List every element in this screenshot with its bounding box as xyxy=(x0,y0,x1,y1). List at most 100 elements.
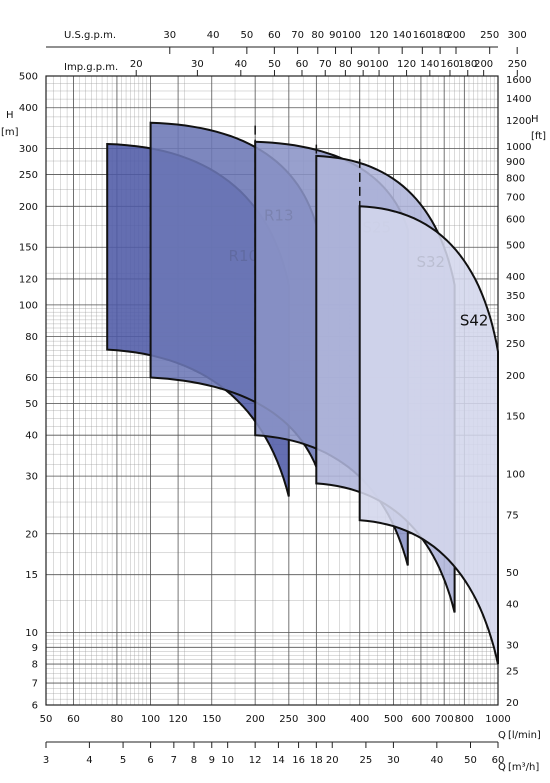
bottom-secondary-tick-label: 14 xyxy=(272,755,285,766)
right-tick-label: 500 xyxy=(506,240,525,251)
bottom-secondary-tick-label: 4 xyxy=(86,755,92,766)
bottom-primary-tick-label: 700 xyxy=(435,714,454,725)
bottom-secondary-tick-label: 40 xyxy=(430,755,443,766)
bottom-primary-tick-label: 1000 xyxy=(485,714,510,725)
bottom-secondary-tick-label: 9 xyxy=(209,755,215,766)
left-tick-label: 40 xyxy=(25,431,38,442)
top-primary-tick-label: 120 xyxy=(369,30,388,41)
bottom-secondary-tick-label: 6 xyxy=(147,755,153,766)
bottom-secondary-tick-label: 3 xyxy=(43,755,49,766)
left-tick-label: 200 xyxy=(19,202,38,213)
right-tick-label: 25 xyxy=(506,667,519,678)
left-tick-label: 15 xyxy=(25,570,38,581)
right-tick-label: 700 xyxy=(506,193,525,204)
left-tick-label: 20 xyxy=(25,529,38,540)
left-tick-label: 500 xyxy=(19,72,38,83)
bottom-primary-tick-label: 100 xyxy=(141,714,160,725)
bottom-secondary-tick-label: 16 xyxy=(292,755,305,766)
top-secondary-tick-label: 70 xyxy=(319,59,332,70)
right-tick-label: 350 xyxy=(506,291,525,302)
bottom-primary-tick-label: 120 xyxy=(169,714,188,725)
right-tick-label: 50 xyxy=(506,568,519,579)
top-primary-tick-label: 180 xyxy=(431,30,450,41)
right-tick-label: 250 xyxy=(506,339,525,350)
left-tick-label: 100 xyxy=(19,300,38,311)
bottom-primary-tick-label: 500 xyxy=(384,714,403,725)
right-tick-label: 300 xyxy=(506,313,525,324)
top-secondary-tick-label: 50 xyxy=(268,59,281,70)
series-areas: R10R13S25S32S42 xyxy=(106,121,499,665)
top-primary-tick-label: 90 xyxy=(329,30,342,41)
series-label-S42: S42 xyxy=(460,312,489,330)
top-primary-axis-label: U.S.g.p.m. xyxy=(64,30,116,41)
top-primary-tick-label: 60 xyxy=(268,30,281,41)
left-tick-label: 80 xyxy=(25,332,38,343)
bottom-secondary-tick-label: 25 xyxy=(360,755,373,766)
top-primary-tick-label: 200 xyxy=(446,30,465,41)
top-primary-tick-label: 80 xyxy=(311,30,324,41)
bottom-secondary-tick-label: 8 xyxy=(191,755,197,766)
bottom-secondary-tick-label: 5 xyxy=(120,755,126,766)
top-secondary-tick-label: 80 xyxy=(339,59,352,70)
left-axis-unit: [m] xyxy=(1,127,19,138)
bottom-primary-tick-label: 400 xyxy=(350,714,369,725)
right-tick-label: 1400 xyxy=(506,94,531,105)
top-secondary-tick-label: 100 xyxy=(370,59,389,70)
bottom-primary-tick-label: 50 xyxy=(40,714,53,725)
bottom-secondary-tick-label: 50 xyxy=(464,755,477,766)
right-tick-label: 30 xyxy=(506,641,519,652)
left-tick-label: 8 xyxy=(32,660,38,671)
top-primary-tick-label: 50 xyxy=(240,30,253,41)
top-secondary-tick-label: 200 xyxy=(474,59,493,70)
top-primary-tick-label: 250 xyxy=(480,30,499,41)
top-primary-tick-label: 140 xyxy=(393,30,412,41)
bottom-primary-tick-label: 600 xyxy=(411,714,430,725)
top-primary-tick-label: 160 xyxy=(413,30,432,41)
bottom-secondary-axis-unit: [m³/h] xyxy=(508,762,539,773)
top-secondary-tick-label: 20 xyxy=(130,59,143,70)
bottom-primary-tick-label: 800 xyxy=(455,714,474,725)
bottom-primary-tick-label: 200 xyxy=(246,714,265,725)
top-secondary-tick-label: 160 xyxy=(440,59,459,70)
right-tick-label: 20 xyxy=(506,698,519,709)
bottom-primary-tick-label: 250 xyxy=(279,714,298,725)
left-axis-label: H xyxy=(6,110,14,121)
left-tick-label: 6 xyxy=(32,701,38,712)
top-secondary-tick-label: 30 xyxy=(191,59,204,70)
right-axis-label: H xyxy=(531,114,539,125)
right-tick-label: 400 xyxy=(506,272,525,283)
top-secondary-tick-label: 90 xyxy=(357,59,370,70)
top-secondary-tick-label: 140 xyxy=(420,59,439,70)
top-secondary-axis-label: Imp.g.p.m. xyxy=(64,62,118,73)
bottom-primary-tick-label: 150 xyxy=(202,714,221,725)
left-tick-label: 30 xyxy=(25,472,38,483)
bottom-primary-tick-label: 60 xyxy=(67,714,80,725)
top-secondary-tick-label: 180 xyxy=(458,59,477,70)
top-primary-tick-label: 100 xyxy=(342,30,361,41)
left-tick-label: 120 xyxy=(19,274,38,285)
top-secondary-tick-label: 250 xyxy=(508,59,527,70)
top-secondary-tick-label: 40 xyxy=(234,59,247,70)
top-primary-tick-label: 300 xyxy=(508,30,527,41)
left-tick-label: 60 xyxy=(25,373,38,384)
right-tick-label: 1200 xyxy=(506,116,531,127)
bottom-secondary-tick-label: 20 xyxy=(326,755,339,766)
left-tick-label: 7 xyxy=(32,679,38,690)
bottom-secondary-axis-label: Q xyxy=(498,762,506,773)
top-primary-tick-label: 30 xyxy=(163,30,176,41)
bottom-secondary-tick-label: 12 xyxy=(249,755,262,766)
right-tick-label: 200 xyxy=(506,371,525,382)
right-tick-label: 900 xyxy=(506,157,525,168)
bottom-secondary-tick-label: 30 xyxy=(387,755,400,766)
right-tick-label: 150 xyxy=(506,412,525,423)
left-tick-label: 150 xyxy=(19,243,38,254)
bottom-primary-tick-label: 80 xyxy=(111,714,124,725)
bottom-secondary-tick-label: 60 xyxy=(492,755,505,766)
bottom-secondary-tick-label: 18 xyxy=(310,755,323,766)
left-tick-label: 400 xyxy=(19,103,38,114)
right-tick-label: 40 xyxy=(506,600,519,611)
left-tick-label: 250 xyxy=(19,170,38,181)
bottom-primary-axis-label: Q xyxy=(498,730,506,741)
bottom-primary-axis-unit: [l/min] xyxy=(508,730,541,741)
